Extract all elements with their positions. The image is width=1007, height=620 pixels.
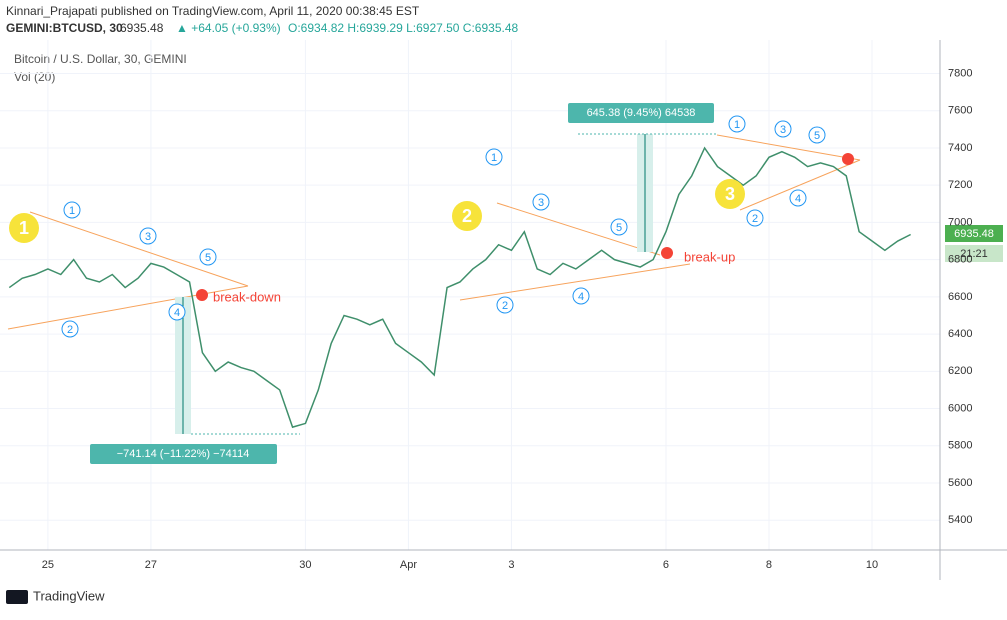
wave-label: 5 (205, 252, 211, 264)
logo (6, 590, 28, 604)
y-tick-label: 6000 (948, 402, 972, 414)
y-tick-label: 6200 (948, 365, 972, 377)
y-tick-label: 6800 (948, 254, 972, 266)
y-tick-label: 6600 (948, 291, 972, 303)
wave-label: 4 (578, 291, 584, 303)
x-tick-label: 10 (866, 559, 878, 571)
measure-label: −741.14 (−11.22%) −74114 (117, 448, 250, 460)
wave-label: 3 (145, 231, 151, 243)
countdown: 21:21 (960, 248, 988, 260)
countdown-tag (945, 245, 1003, 262)
wave-label: 4 (174, 307, 180, 319)
wave-marker (808, 126, 826, 144)
chart-title: Bitcoin / U.S. Dollar, 30, GEMINI (14, 52, 187, 66)
measure-box (568, 103, 714, 123)
pattern-marker (715, 179, 745, 209)
measure-box (90, 444, 277, 464)
pattern-marker (9, 213, 39, 243)
change: ▲ +64.05 (+0.93%) (176, 21, 281, 35)
break-label: break-up (684, 249, 735, 264)
wave-label: 2 (502, 300, 508, 312)
wave-marker (532, 193, 550, 211)
last: 6935.48 (120, 21, 164, 35)
y-tick-label: 5600 (948, 477, 972, 489)
wave-label: 2 (752, 213, 758, 225)
wave-marker (572, 287, 590, 305)
price-tag-label: 6935.48 (954, 228, 994, 240)
wave-marker (789, 189, 807, 207)
ohlc: O:6934.82 H:6939.29 L:6927.50 C:6935.48 (288, 21, 519, 35)
brand: TradingView (33, 588, 105, 603)
x-tick-label: Apr (400, 559, 417, 571)
pattern-label: 2 (462, 206, 472, 226)
wave-label: 4 (795, 193, 801, 205)
subtitle: Vol (20) (14, 70, 55, 84)
pattern-label: 1 (19, 218, 29, 238)
wave-label: 5 (616, 222, 622, 234)
price-line (8, 146, 911, 429)
x-tick-label: 25 (42, 559, 54, 571)
wave-marker (496, 296, 514, 314)
break-dot (842, 153, 854, 165)
y-tick-label: 6400 (948, 328, 972, 340)
x-tick-label: 6 (663, 559, 669, 571)
wave-label: 5 (814, 130, 820, 142)
wave-marker (610, 218, 628, 236)
x-tick-label: 27 (145, 559, 157, 571)
wave-marker (61, 320, 79, 338)
trend-lines (7, 134, 861, 330)
y-tick-label: 7000 (948, 216, 972, 228)
wave-marker (139, 227, 157, 245)
wave-label: 3 (780, 124, 786, 136)
wave-marker (485, 148, 503, 166)
wave-label: 2 (67, 324, 73, 336)
wave-marker (774, 120, 792, 138)
symbol: GEMINI:BTCUSD, 30 (6, 21, 123, 35)
break-dot (196, 289, 208, 301)
wave-marker (199, 248, 217, 266)
y-tick-label: 5400 (948, 514, 972, 526)
wave-label: 1 (69, 205, 75, 217)
pattern-label: 3 (725, 184, 735, 204)
y-tick-label: 7800 (948, 67, 972, 79)
wave-marker (63, 201, 81, 219)
wave-marker (168, 303, 186, 321)
measure-label: 645.38 (9.45%) 64538 (587, 107, 696, 119)
wave-marker (728, 115, 746, 133)
wave-label: 1 (734, 119, 740, 131)
x-tick-label: 30 (299, 559, 311, 571)
publisher: Kinnari_Prajapati published on TradingVi… (6, 4, 420, 18)
y-tick-label: 7400 (948, 142, 972, 154)
x-tick-label: 8 (766, 559, 772, 571)
x-tick-label: 3 (508, 559, 514, 571)
price-tag (945, 225, 1003, 242)
break-dot (661, 247, 673, 259)
y-tick-label: 7200 (948, 179, 972, 191)
y-tick-label: 5800 (948, 440, 972, 452)
y-tick-label: 7600 (948, 105, 972, 117)
wave-label: 1 (491, 152, 497, 164)
pattern-marker (452, 201, 482, 231)
break-label: break-down (213, 289, 281, 304)
wave-label: 3 (538, 197, 544, 209)
wave-marker (746, 209, 764, 227)
